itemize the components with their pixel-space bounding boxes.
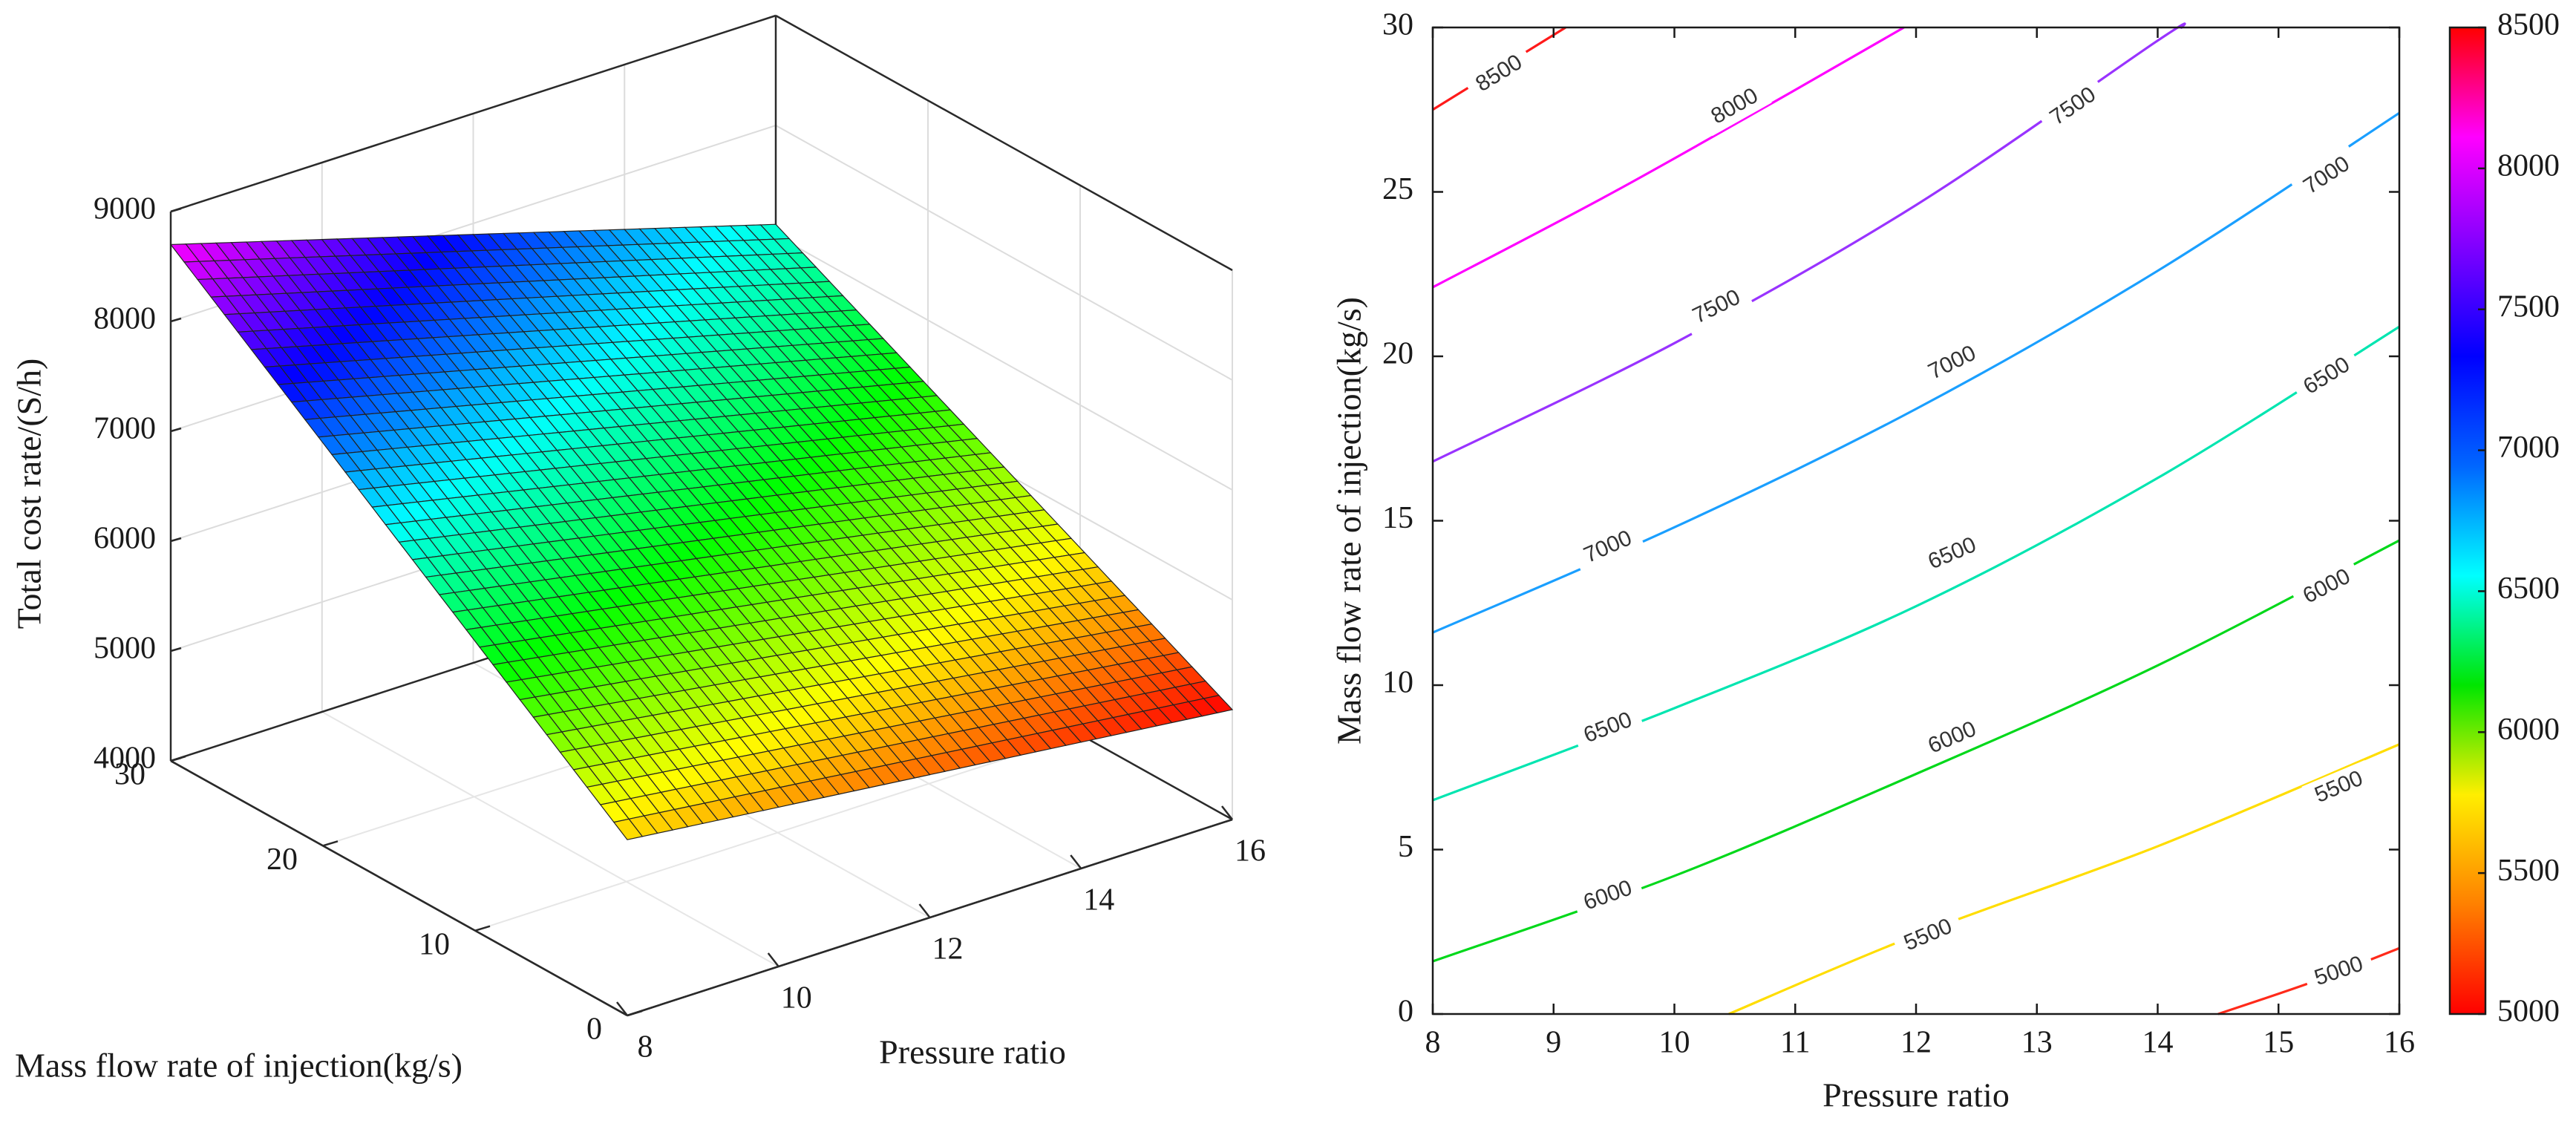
contour-label-bg — [1915, 710, 1990, 765]
y-tick — [627, 1010, 643, 1017]
x-tick-label: 14 — [2142, 1026, 2174, 1060]
y-tick — [474, 925, 491, 932]
surface-plot: 4000 5000 6000 7000 8000 9000 8 10 12 14 16 0 10 20 30… — [10, 14, 1266, 1085]
z-axis-label: Total cost rate/(S/h) — [10, 359, 48, 629]
x-tick-label: 8 — [1425, 1026, 1441, 1060]
x-tick-label: 12 — [1900, 1026, 1932, 1060]
z-tick — [170, 647, 182, 652]
colorbar-tick-label: 7000 — [2497, 431, 2560, 465]
contour-label-bg — [1570, 520, 1646, 575]
y-axis-label: Mass flow rate of injection(kg/s) — [1330, 297, 1368, 745]
colorbar-tick-label: 6500 — [2497, 572, 2560, 606]
z-tick-label: 9000 — [94, 192, 156, 226]
colorbar-gradient — [2448, 26, 2487, 1015]
y-tick-label: 25 — [1382, 172, 1413, 206]
y-tick — [322, 840, 339, 847]
contour-label-bg — [1891, 908, 1966, 962]
contour-label-bg — [2301, 760, 2376, 814]
colorbar-tick-label: 7500 — [2497, 290, 2560, 324]
box-edge — [170, 14, 777, 213]
x-tick-label: 16 — [2384, 1026, 2415, 1060]
surface-cell — [1203, 695, 1234, 714]
colorbar: 5000 5500 6000 6500 7000 7500 8000 8500 — [2448, 8, 2560, 1029]
box-edge — [775, 14, 1233, 272]
surface-mesh — [169, 223, 1234, 840]
contour-line-7500 — [1432, 22, 2186, 463]
colorbar-tick-label: 5500 — [2497, 854, 2560, 888]
x-tick — [767, 952, 779, 967]
x-tick-label: 16 — [1235, 834, 1266, 869]
y-tick — [170, 755, 186, 762]
y-tick-label: 20 — [1382, 337, 1413, 371]
x-tick-label: 13 — [2021, 1026, 2053, 1060]
colorbar-tick-label: 5000 — [2497, 995, 2560, 1029]
contour-label-bg — [2036, 74, 2110, 138]
x-tick-label: 12 — [932, 932, 964, 966]
x-axis-label: Pressure ratio — [1823, 1076, 2010, 1114]
contour-line-5500 — [1728, 743, 2400, 1015]
contour-label-bg — [2289, 144, 2364, 207]
z-tick-label: 5000 — [94, 632, 156, 666]
y-tick-label: 10 — [419, 927, 450, 961]
y-tick-label: 0 — [586, 1013, 602, 1047]
contour-label-bg — [1915, 334, 1990, 392]
y-tick-label: 30 — [1382, 8, 1413, 42]
y-tick-label: 10 — [1382, 666, 1413, 700]
y-tick-label: 0 — [1398, 995, 1413, 1029]
colorbar-tick-label: 6000 — [2497, 713, 2560, 747]
z-tick-label: 8000 — [94, 302, 156, 336]
x-tick-label: 8 — [638, 1030, 653, 1064]
z-tick-label: 4000 — [94, 742, 156, 776]
y-tick-label: 20 — [267, 843, 298, 877]
y-floor-gridline — [474, 733, 1081, 932]
contour-label-bg — [1679, 278, 1754, 336]
y-tick-label: 15 — [1382, 501, 1413, 535]
contour-label-bg — [1570, 870, 1646, 921]
z-tick-label: 6000 — [94, 522, 156, 556]
colorbar-tick-label: 8000 — [2497, 148, 2560, 183]
x-tick-label: 10 — [1659, 1026, 1690, 1060]
contour-label-bg — [2301, 946, 2376, 997]
y-tick-label: 30 — [114, 758, 146, 792]
x-tick — [616, 1001, 628, 1016]
y-axis-label: Mass flow rate of injection(kg/s) — [15, 1047, 462, 1085]
contour-line-8000 — [1432, 26, 1905, 289]
x-tick-label: 11 — [1780, 1026, 1810, 1060]
z-tick — [170, 207, 182, 213]
z-tick — [170, 427, 182, 433]
x-tick-label: 10 — [781, 981, 812, 1015]
x-tick — [918, 903, 931, 918]
contour-label-bg — [2289, 557, 2364, 615]
x-tick-label: 9 — [1546, 1026, 1561, 1060]
contour-label-bg — [2289, 345, 2364, 407]
axis-line — [170, 759, 628, 1017]
y-tick-label: 5 — [1398, 830, 1413, 864]
x-axis-label: Pressure ratio — [879, 1033, 1066, 1071]
x-tick — [1070, 854, 1082, 869]
contour-label-bg — [1570, 701, 1646, 754]
z-tick — [170, 537, 182, 543]
x-tick — [1221, 805, 1233, 820]
z-tick-label: 7000 — [94, 412, 156, 446]
x-tick-label: 15 — [2263, 1026, 2294, 1060]
x-tick-label: 14 — [1083, 883, 1114, 918]
colorbar-tick-label: 8500 — [2497, 8, 2560, 42]
contour-label-bg — [1697, 76, 1772, 137]
contour-label-bg — [1462, 42, 1537, 105]
x-floor-gridline — [321, 711, 779, 967]
z-tick — [170, 317, 182, 323]
plot-area — [1433, 27, 2399, 1014]
contour-label-bg — [1915, 526, 1990, 581]
